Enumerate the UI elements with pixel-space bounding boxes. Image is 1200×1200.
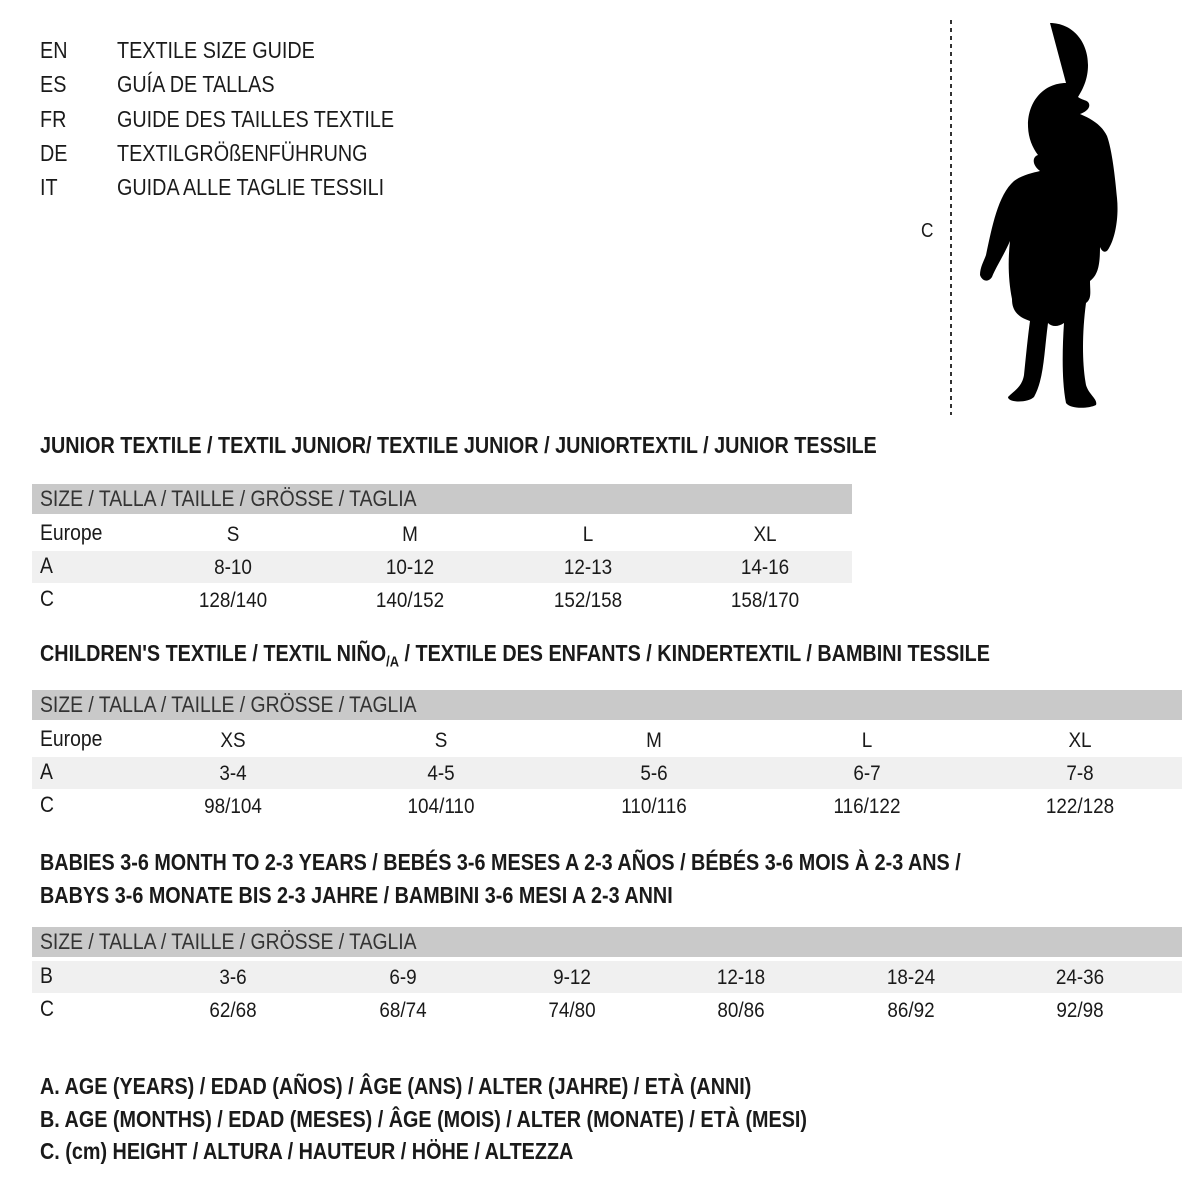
size-header-label: SIZE / TALLA / TAILLE / GRÖSSE / TAGLIA (40, 692, 417, 717)
table-cell: 3-4 (219, 762, 247, 785)
table-cell: 14-16 (740, 556, 790, 579)
table-cell: 140/152 (375, 589, 445, 612)
table-cell: XL (1068, 729, 1092, 752)
row-label: A (40, 553, 53, 578)
table-cell: 10-12 (385, 556, 435, 579)
table-row: Europe XS S M L XL (32, 724, 1182, 756)
table-cell: 152/158 (553, 589, 623, 612)
table-cell: 4-5 (427, 762, 455, 785)
size-header-label: SIZE / TALLA / TAILLE / GRÖSSE / TAGLIA (40, 486, 417, 511)
row-label: C (40, 586, 54, 611)
child-silhouette-icon (950, 20, 1118, 415)
table-cell: 24-36 (1055, 966, 1105, 989)
table-cell: 158/170 (730, 589, 800, 612)
children-title-suffix: /A (386, 653, 400, 671)
table-cell: 116/122 (833, 795, 901, 818)
table-cell: 62/68 (209, 999, 257, 1022)
table-row: A 3-4 4-5 5-6 6-7 7-8 (32, 757, 1182, 789)
table-cell: XL (753, 523, 777, 546)
row-label: Europe (40, 726, 103, 751)
table-cell: 8-10 (214, 556, 252, 579)
table-cell: 110/116 (621, 795, 687, 818)
table-cell: 6-7 (853, 762, 881, 785)
table-cell: 3-6 (219, 966, 247, 989)
row-label: Europe (40, 520, 103, 545)
table-cell: 104/110 (407, 795, 475, 818)
table-row: C 62/68 68/74 74/80 80/86 86/92 92/98 (32, 994, 1182, 1026)
table-row: B 3-6 6-9 9-12 12-18 18-24 24-36 (32, 961, 1182, 993)
legend-c: C. (cm) HEIGHT / ALTURA / HAUTEUR / HÖHE… (40, 1138, 574, 1164)
table-cell: L (582, 523, 594, 546)
language-code: IT (40, 174, 58, 201)
size-header-bar: SIZE / TALLA / TAILLE / GRÖSSE / TAGLIA (32, 484, 852, 514)
table-cell: 98/104 (204, 795, 262, 818)
row-label: A (40, 759, 53, 784)
table-row: C 128/140 140/152 152/158 158/170 (32, 584, 852, 616)
table-cell: L (861, 729, 873, 752)
junior-title: JUNIOR TEXTILE / TEXTIL JUNIOR/ TEXTILE … (40, 432, 877, 458)
language-code: EN (40, 37, 68, 63)
table-cell: 5-6 (640, 762, 668, 785)
language-title: TEXTILE SIZE GUIDE (117, 37, 315, 63)
table-row: A 8-10 10-12 12-13 14-16 (32, 551, 852, 583)
table-cell: M (646, 729, 662, 752)
language-code: FR (40, 105, 67, 132)
table-cell: 92/98 (1056, 999, 1104, 1022)
table-cell: 80/86 (717, 999, 765, 1022)
figure-height-label: C (921, 220, 934, 242)
row-label: C (40, 996, 54, 1021)
table-cell: 68/74 (379, 999, 427, 1022)
row-label: B (40, 963, 53, 988)
legend-a: A. AGE (YEARS) / EDAD (AÑOS) / ÂGE (ANS)… (40, 1073, 752, 1099)
table-cell: 18-24 (886, 966, 936, 989)
language-title: GUIDE DES TAILLES TEXTILE (117, 105, 395, 132)
table-cell: S (226, 523, 240, 546)
table-cell: 12-13 (563, 556, 613, 579)
table-row: C 98/104 104/110 110/116 116/122 122/128 (32, 790, 1182, 822)
size-header-bar: SIZE / TALLA / TAILLE / GRÖSSE / TAGLIA (32, 927, 1182, 957)
table-cell: 128/140 (198, 589, 268, 612)
table-cell: 122/128 (1045, 795, 1115, 818)
table-cell: 74/80 (548, 999, 596, 1022)
row-label: C (40, 792, 54, 817)
language-title: TEXTILGRÖßENFÜHRUNG (117, 139, 368, 166)
table-cell: 6-9 (389, 966, 417, 989)
language-title: GUÍA DE TALLAS (117, 71, 275, 98)
children-title-main: CHILDREN'S TEXTILE / TEXTIL NIÑO (40, 640, 387, 666)
language-code: DE (40, 139, 68, 166)
size-header-bar: SIZE / TALLA / TAILLE / GRÖSSE / TAGLIA (32, 690, 1182, 720)
table-cell: 9-12 (553, 966, 591, 989)
table-cell: 7-8 (1066, 762, 1094, 785)
table-cell: M (402, 523, 418, 546)
table-cell: 86/92 (887, 999, 935, 1022)
children-title: CHILDREN'S TEXTILE / TEXTIL NIÑO/A / TEX… (40, 639, 990, 677)
language-title: GUIDA ALLE TAGLIE TESSILI (117, 174, 385, 201)
language-code: ES (40, 71, 67, 98)
size-header-label: SIZE / TALLA / TAILLE / GRÖSSE / TAGLIA (40, 929, 417, 954)
table-cell: S (434, 729, 448, 752)
babies-title-line1: BABIES 3-6 MONTH TO 2-3 YEARS / BEBÉS 3-… (40, 849, 961, 875)
legend-b: B. AGE (MONTHS) / EDAD (MESES) / ÂGE (MO… (40, 1106, 807, 1132)
table-cell: 12-18 (716, 966, 766, 989)
children-title-rest: / TEXTILE DES ENFANTS / KINDERTEXTIL / B… (399, 640, 990, 666)
table-cell: XS (220, 729, 246, 752)
table-row: Europe S M L XL (32, 518, 852, 550)
babies-title-line2: BABYS 3-6 MONATE BIS 2-3 JAHRE / BAMBINI… (40, 882, 673, 908)
